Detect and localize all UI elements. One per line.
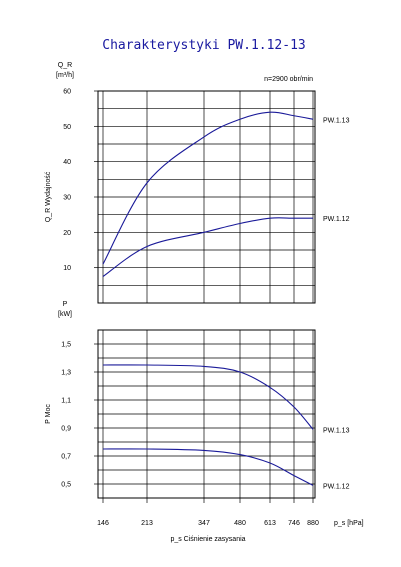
flow-y-title: Q_R Wydajność — [45, 171, 52, 222]
flow-ytick-label: 30 — [63, 195, 71, 202]
power-y-symbol: P — [63, 301, 68, 308]
x-axis-title: p_s Ciśnienie zasysania — [170, 536, 245, 543]
flow-curve-pw-1-12 — [102, 217, 313, 277]
flow-y-unit: [m³/h] — [56, 72, 74, 79]
flow-series-label: PW.1.13 — [323, 117, 350, 124]
power-ytick-label: 1,5 — [61, 342, 71, 349]
x-tick-label: 146 — [97, 520, 109, 527]
x-tick-label: 347 — [198, 520, 210, 527]
x-tick-label: 213 — [141, 520, 153, 527]
power-curve-pw-1-13 — [102, 364, 314, 430]
power-series-label: PW.1.12 — [323, 483, 350, 490]
power-y-title: P Moc — [45, 404, 52, 424]
power-plot: 0,5 0,7 0,9 1,1 1,3 1,5 P [kW] P Moc PW.1.13 PW.1.… — [45, 301, 350, 499]
flow-series-label: PW.1.12 — [323, 216, 350, 223]
power-ytick-label: 0,7 — [61, 454, 71, 461]
x-tick-label: 613 — [264, 520, 276, 527]
flow-curve-pw-1-13 — [102, 111, 314, 265]
speed-annotation: n=2900 obr/min — [264, 76, 313, 83]
x-unit-label: p_s [hPa] — [334, 520, 364, 527]
power-ytick-label: 0,9 — [61, 426, 71, 433]
x-tick-label: 880 — [307, 520, 319, 527]
power-ytick-label: 1,1 — [61, 398, 71, 405]
flow-ytick-label: 50 — [63, 124, 71, 131]
flow-ytick-label: 20 — [63, 230, 71, 237]
x-tick-label: 746 — [288, 520, 300, 527]
pressure-axis: 146 213 347 480 613 746 880 p_s [hPa] p_s Ciśnie… — [97, 498, 364, 543]
flow-ytick-label: 60 — [63, 89, 71, 96]
power-curve-pw-1-12 — [102, 448, 314, 486]
flow-ytick-label: 40 — [63, 159, 71, 166]
power-ytick-label: 0,5 — [61, 482, 71, 489]
flow-y-symbol: Q_R — [58, 62, 72, 69]
power-y-unit: [kW] — [58, 311, 72, 318]
chart-title: Charakterystyki PW.1.12-13 — [102, 38, 306, 53]
power-ytick-label: 1,3 — [61, 370, 71, 377]
flow-ytick-label: 10 — [63, 265, 71, 272]
power-series-label: PW.1.13 — [323, 427, 350, 434]
flow-rate-plot: 10 20 30 40 50 60 Q_R [m³/h] Q_R Wydajność PW.1.1… — [45, 62, 350, 304]
x-tick-label: 480 — [234, 520, 246, 527]
